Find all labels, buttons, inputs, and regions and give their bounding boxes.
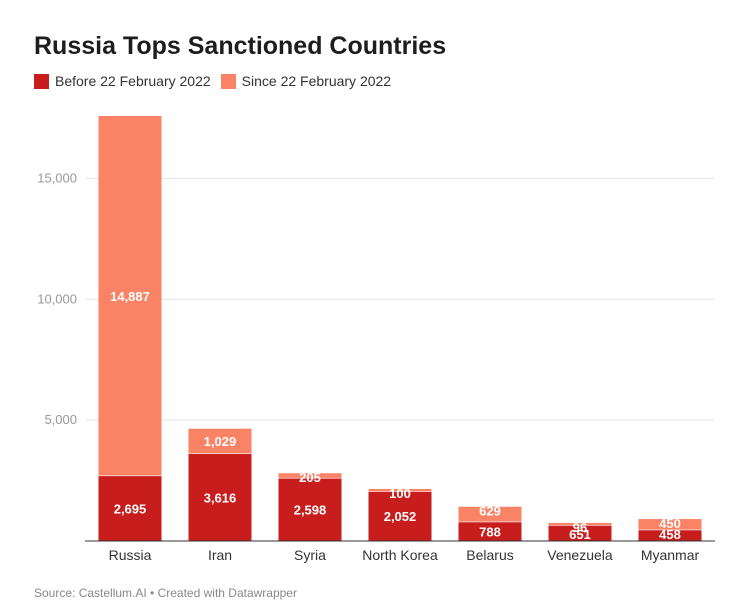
data-label-since: 14,887: [110, 289, 150, 304]
y-tick-label: 10,000: [37, 291, 77, 306]
x-tick-label: Myanmar: [641, 547, 700, 563]
x-tick-label: North Korea: [362, 547, 438, 563]
data-label-since: 205: [299, 470, 321, 485]
data-label-before: 2,052: [384, 509, 417, 524]
data-label-since: 96: [573, 520, 587, 535]
x-tick-label: Belarus: [466, 547, 513, 563]
data-label-before: 3,616: [204, 490, 237, 505]
chart-title: Russia Tops Sanctioned Countries: [34, 32, 447, 60]
data-label-before: 788: [479, 524, 501, 539]
bar-since: [548, 522, 612, 526]
bar-before: [458, 521, 522, 541]
x-tick-label: Iran: [208, 547, 232, 563]
bar-before: [98, 475, 162, 541]
bar-before: [368, 491, 432, 541]
y-tick-label: 15,000: [37, 170, 77, 185]
bar-before: [548, 525, 612, 541]
bar-since: [458, 506, 522, 522]
data-label-before: 2,695: [114, 501, 147, 516]
data-label-since: 450: [659, 516, 681, 531]
legend-label-before: Before 22 February 2022: [55, 73, 211, 89]
legend-item-since: Since 22 February 2022: [220, 73, 392, 89]
data-label-before: 458: [659, 527, 681, 542]
bar-since: [368, 488, 432, 492]
bar-since: [188, 428, 252, 454]
legend: Before 22 February 2022 Since 22 Februar…: [34, 73, 391, 89]
data-label-since: 100: [389, 486, 411, 501]
bar-before: [278, 478, 342, 541]
legend-label-since: Since 22 February 2022: [241, 73, 392, 89]
legend-item-before: Before 22 February 2022: [34, 73, 211, 89]
source-note: Source: Castellum.AI • Created with Data…: [34, 586, 297, 600]
bar-since: [638, 519, 702, 530]
legend-swatch-since: [220, 73, 236, 89]
legend-swatch-before: [34, 73, 49, 89]
data-label-since: 629: [479, 504, 501, 519]
bar-since: [98, 116, 162, 476]
bar-before: [638, 529, 702, 541]
bar-since: [278, 473, 342, 479]
x-tick-label: Venezuela: [547, 547, 613, 563]
data-label-before: 651: [569, 527, 591, 542]
data-label-before: 2,598: [294, 503, 327, 518]
bar-before: [188, 453, 252, 541]
y-tick-label: 5,000: [44, 412, 77, 427]
x-tick-label: Russia: [109, 547, 152, 563]
x-tick-label: Syria: [294, 547, 326, 563]
data-label-since: 1,029: [204, 434, 237, 449]
